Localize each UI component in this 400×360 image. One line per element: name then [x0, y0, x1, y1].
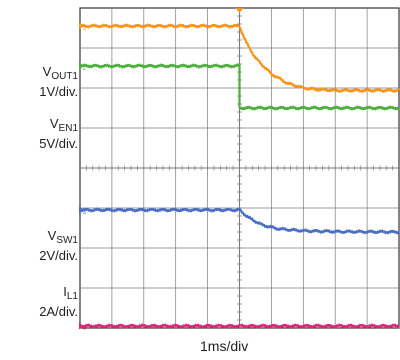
il1-label-main: I: [63, 284, 67, 299]
ven1-scale: 5V/div.: [39, 136, 78, 151]
vout1-scale: 1V/div.: [39, 84, 78, 99]
channel-number-vsw1: 3: [83, 210, 87, 216]
channel-number-il1: 4: [83, 326, 87, 332]
vsw1-label-main: V: [47, 228, 57, 243]
trace-vout1: [79, 23, 400, 93]
vsw1-scale: 2V/div.: [39, 248, 78, 263]
channel-marker-il1: [79, 322, 84, 330]
trace-ven1: [79, 63, 400, 111]
channel-markers: 1 2 3 4: [79, 22, 87, 332]
vsw1-label-sub: SW1: [56, 235, 78, 246]
vout1-label-sub: OUT1: [51, 71, 78, 82]
trace-il1: [79, 323, 400, 329]
channel-number-ven1: 2: [83, 66, 87, 72]
channel-number-vout1: 1: [83, 26, 87, 32]
x-axis-label: 1ms/div: [200, 338, 249, 354]
label-vsw1: VSW1 2V/div.: [39, 228, 78, 263]
trigger-marker: [235, 8, 244, 13]
label-il1: IL1 2A/div.: [39, 284, 78, 319]
ven1-label-main: V: [49, 116, 59, 131]
grid: [80, 8, 399, 328]
label-vout1: VOUT1 1V/div.: [39, 64, 78, 99]
traces: [79, 23, 400, 329]
il1-label-sub: L1: [66, 291, 78, 302]
channel-marker-vout1: [79, 22, 84, 30]
trace-vsw1: [79, 207, 400, 235]
il1-scale: 2A/div.: [39, 304, 78, 319]
channel-marker-vsw1: [79, 206, 84, 214]
label-ven1: VEN1 5V/div.: [39, 116, 78, 151]
channel-marker-ven1: [79, 62, 84, 70]
vout1-label-main: V: [42, 64, 52, 79]
ven1-label-sub: EN1: [58, 123, 78, 134]
